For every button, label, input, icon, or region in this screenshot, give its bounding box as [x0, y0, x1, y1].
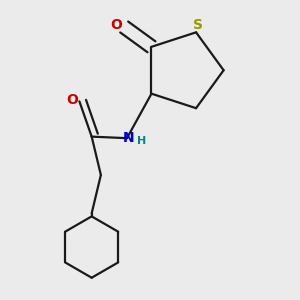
Text: H: H [137, 136, 146, 146]
Text: S: S [193, 18, 202, 32]
Text: O: O [66, 93, 78, 107]
Text: N: N [123, 131, 134, 145]
Text: O: O [111, 19, 122, 32]
